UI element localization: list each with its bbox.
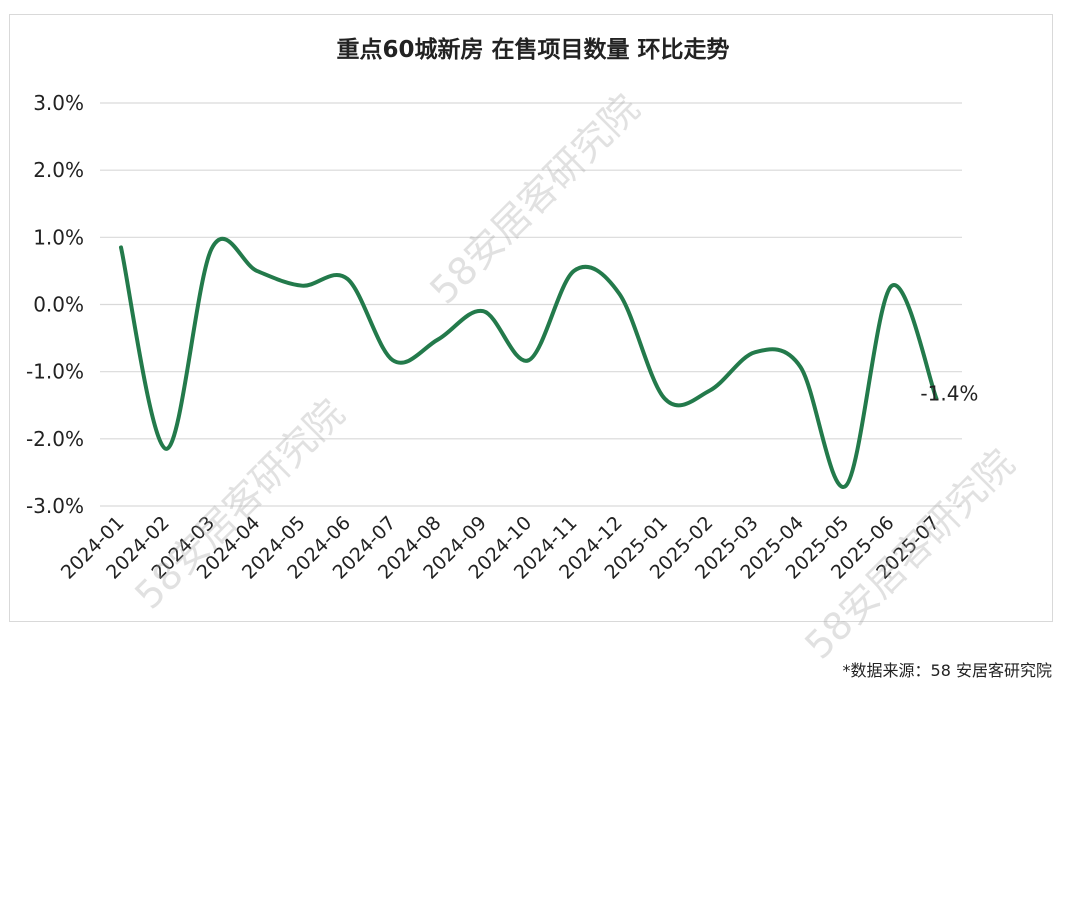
chart-plot: 3.0% 2.0% 1.0% 0.0% -1.0% -2.0% -3.0% 2024-012… [26, 91, 978, 584]
source-note: *数据来源：58 安居客研究院 [842, 661, 1052, 680]
y-tick-label: 0.0% [33, 293, 84, 317]
y-axis-ticks: 3.0% 2.0% 1.0% 0.0% -1.0% -2.0% -3.0% [26, 91, 84, 518]
annotation-layer: -1.4% [920, 382, 978, 406]
series-layer [119, 237, 939, 489]
y-tick-label: -3.0% [26, 494, 84, 518]
y-tick-label: -2.0% [26, 427, 84, 451]
series-line [119, 237, 939, 489]
y-tick-label: -1.0% [26, 360, 84, 384]
chart-title: 重点60城新房 在售项目数量 环比走势 [336, 37, 730, 63]
grid-lines [100, 102, 962, 507]
y-tick-label: 3.0% [33, 91, 84, 115]
x-axis-ticks: 2024-012024-022024-032024-042024-052024-… [57, 512, 944, 584]
data-label: -1.4% [920, 382, 978, 406]
y-tick-label: 1.0% [33, 225, 84, 249]
y-tick-label: 2.0% [33, 158, 84, 182]
